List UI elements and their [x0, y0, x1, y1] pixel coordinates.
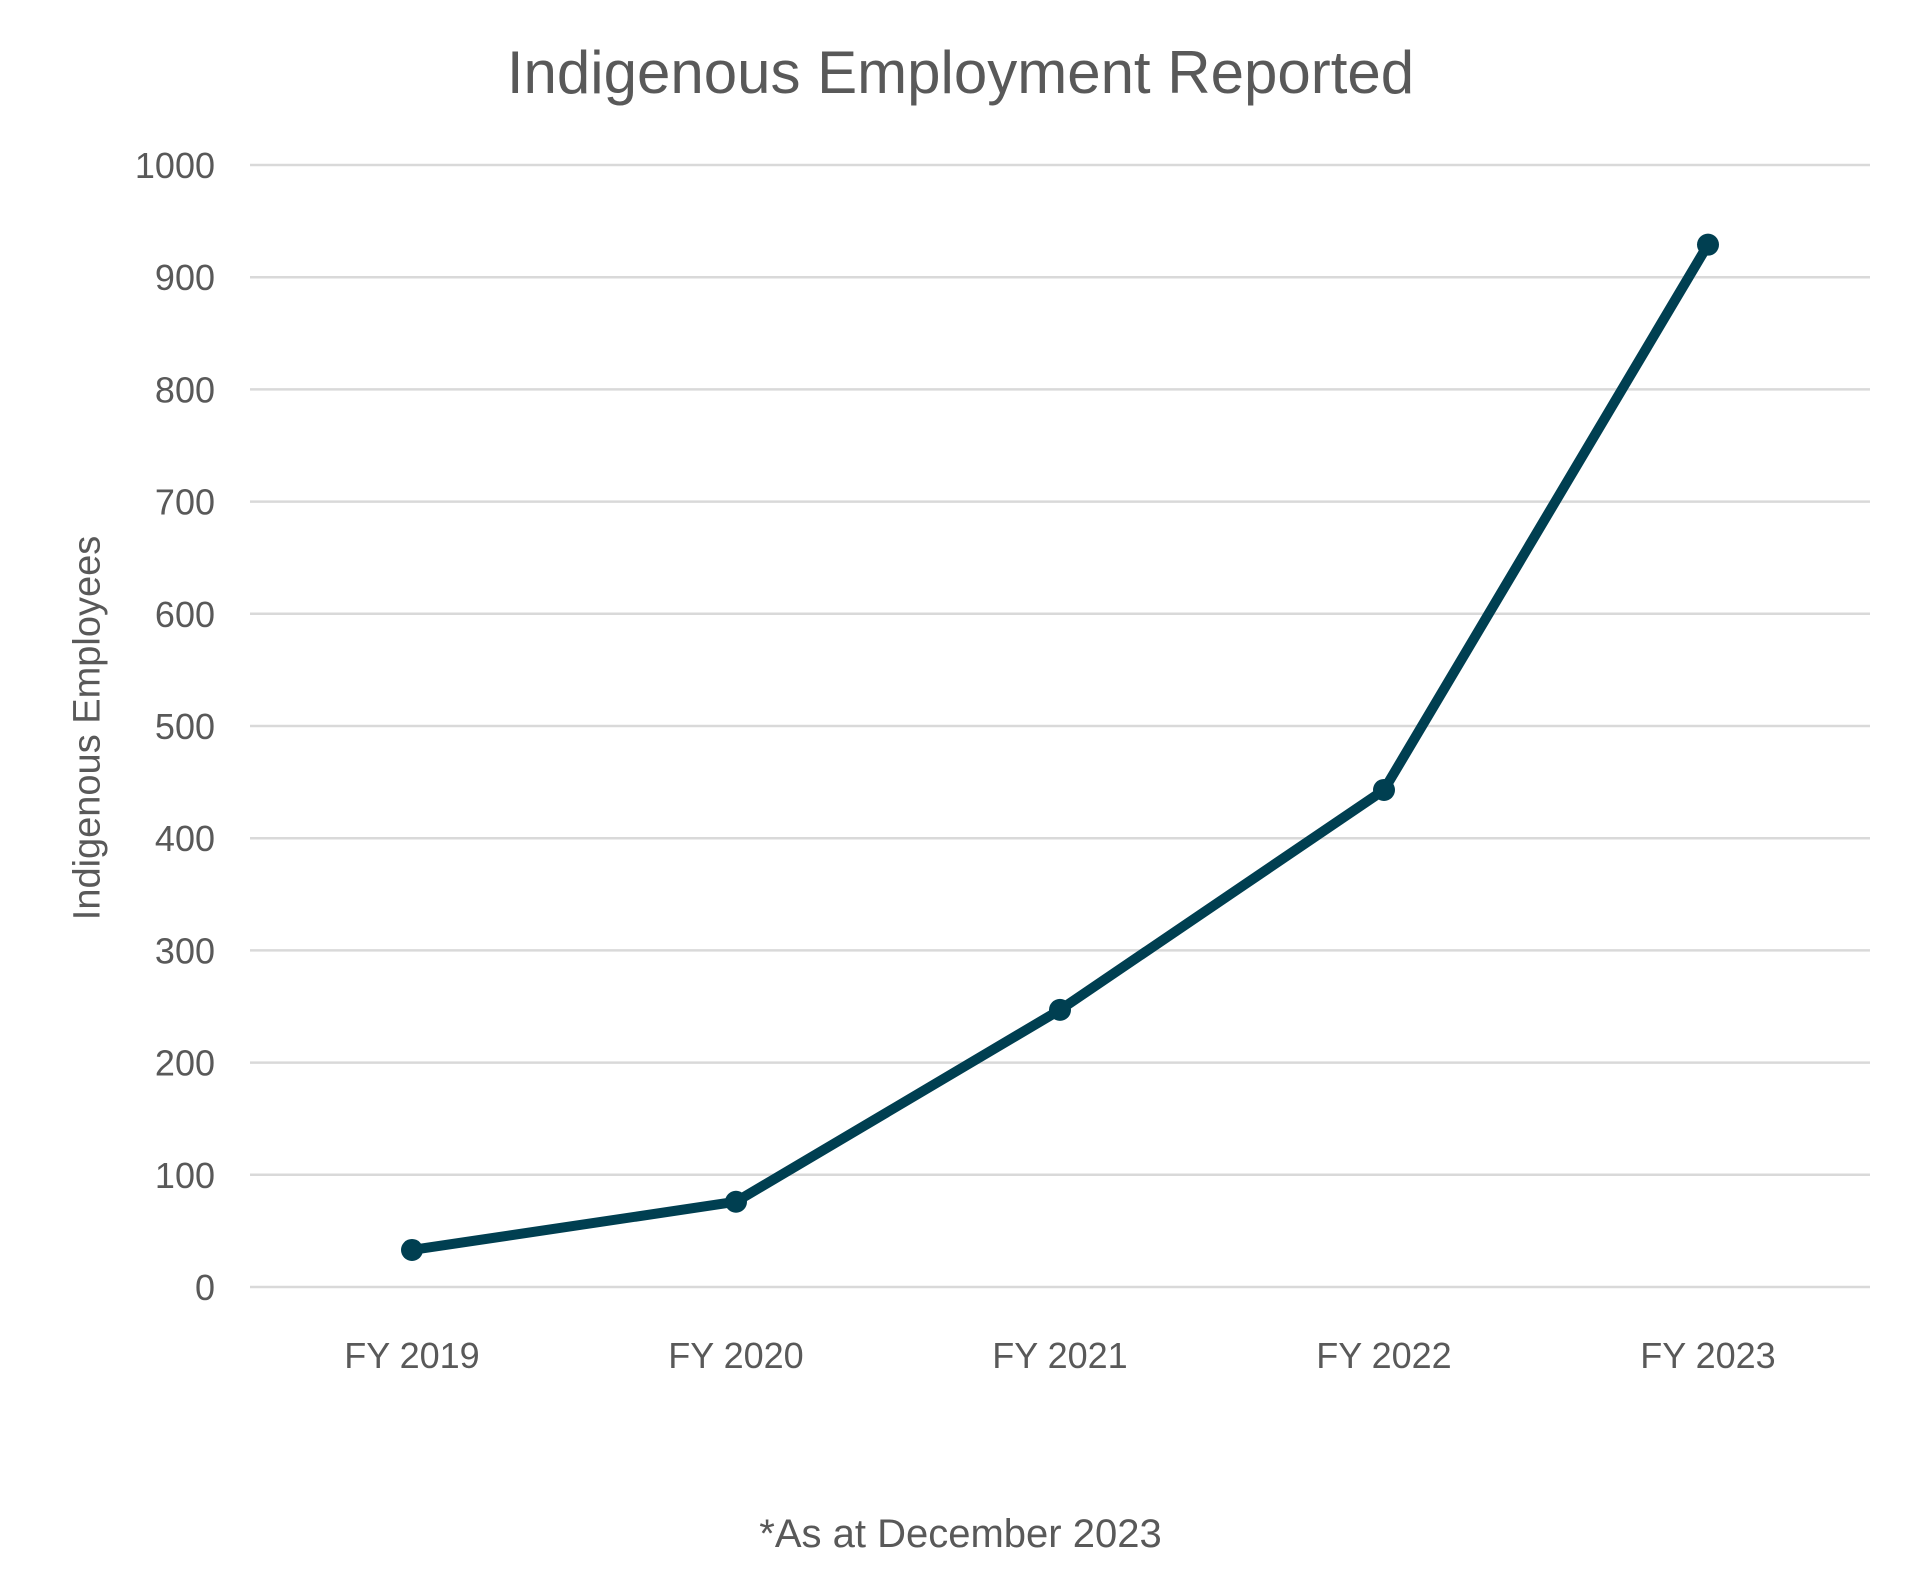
data-point-marker	[401, 1238, 423, 1261]
y-tick-label: 800	[155, 369, 215, 410]
x-tick-label: FY 2020	[668, 1335, 803, 1376]
data-point-marker	[1049, 998, 1071, 1021]
x-axis-ticks: FY 2019 FY 2020 FY 2021 FY 2022 FY 2023	[344, 1335, 1775, 1376]
y-tick-label: 600	[155, 594, 215, 635]
y-tick-label: 200	[155, 1043, 215, 1084]
y-tick-label: 500	[155, 706, 215, 747]
x-tick-label: FY 2022	[1316, 1335, 1451, 1376]
data-point-marker	[1373, 778, 1395, 801]
data-point-marker	[725, 1190, 747, 1213]
y-tick-label: 0	[195, 1267, 215, 1308]
y-tick-label: 300	[155, 930, 215, 971]
series-line	[407, 239, 1713, 1255]
y-axis-ticks: 0 100 200 300 400 500 600 700 800 900 1000	[135, 145, 215, 1308]
x-tick-label: FY 2023	[1640, 1335, 1775, 1376]
x-tick-label: FY 2019	[344, 1335, 479, 1376]
footnote: *As at December 2023	[759, 1512, 1162, 1556]
x-tick-label: FY 2021	[992, 1335, 1127, 1376]
data-point-marker	[1697, 233, 1719, 256]
data-markers	[401, 233, 1719, 1261]
chart-title: Indigenous Employment Reported	[506, 39, 1415, 106]
gridlines	[250, 163, 1870, 1289]
y-tick-label: 700	[155, 482, 215, 523]
y-tick-label: 400	[155, 818, 215, 859]
y-tick-label: 900	[155, 257, 215, 298]
y-tick-label: 100	[155, 1155, 215, 1196]
y-tick-label: 1000	[135, 145, 215, 186]
